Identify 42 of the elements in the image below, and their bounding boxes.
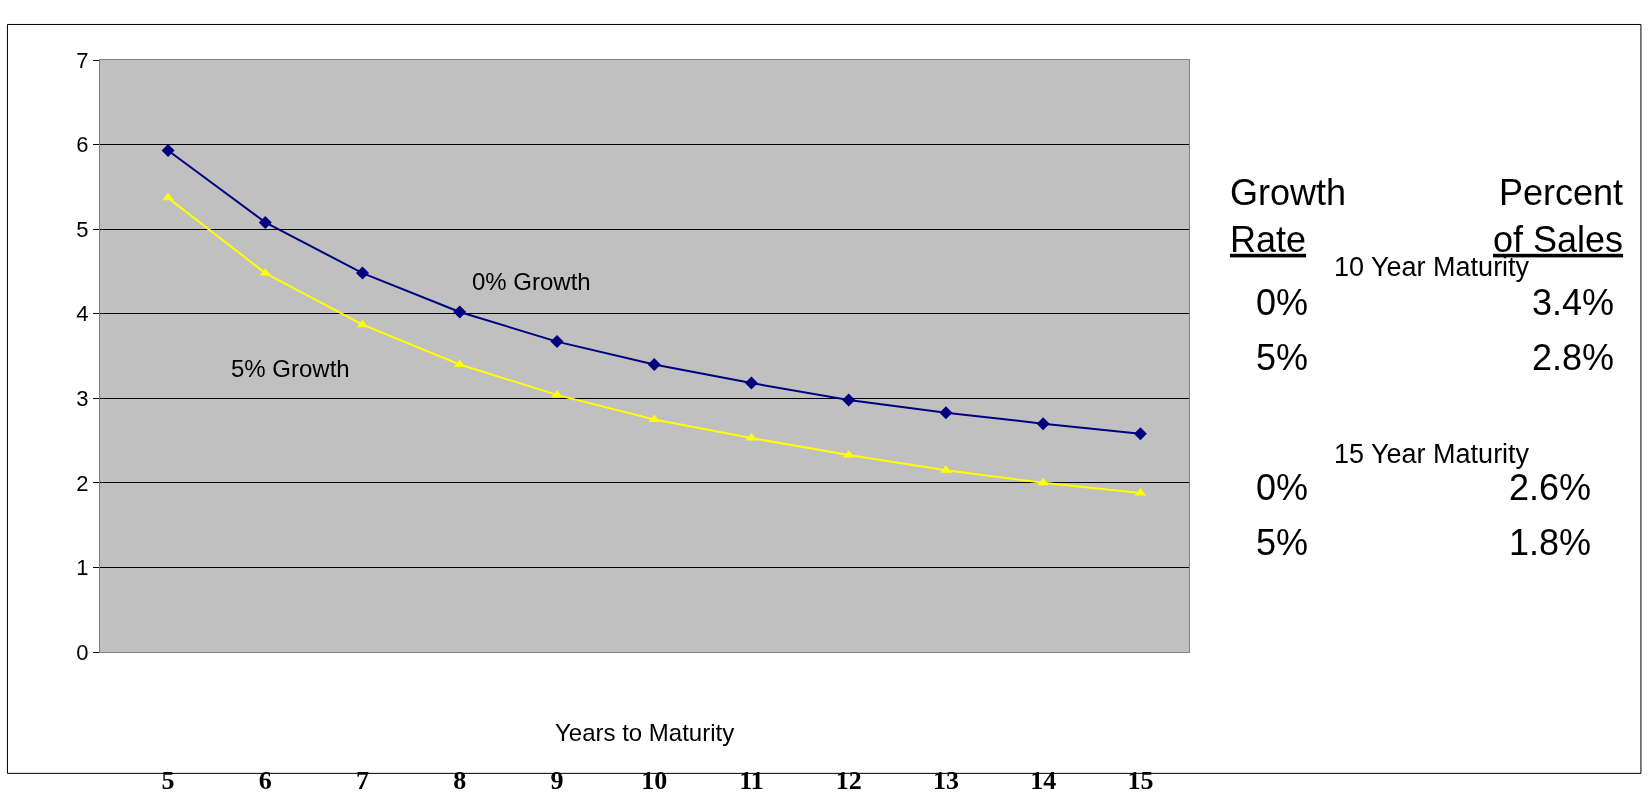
- y-tick-label: 1: [76, 555, 89, 581]
- x-tick-label: 15: [1127, 766, 1154, 796]
- text: 1.8%: [1509, 522, 1592, 563]
- point: [939, 406, 953, 420]
- point: [1036, 417, 1050, 431]
- y-tick-label: 4: [76, 301, 89, 327]
- x-tick-label: 14: [1030, 766, 1057, 796]
- text: 2.8%: [1532, 337, 1615, 378]
- series-label: 0% Growth: [472, 268, 591, 295]
- series-label: 5% Growth: [231, 355, 350, 382]
- x-tick-label: 12: [835, 766, 862, 796]
- point: [842, 393, 856, 407]
- text: 0%: [1256, 467, 1309, 508]
- point: [647, 357, 661, 371]
- y-tick-label: 5: [76, 216, 89, 242]
- point: [1133, 427, 1147, 441]
- point: [453, 305, 467, 319]
- x-axis-title: Years to Maturity: [555, 719, 735, 746]
- x-tick-label: 6: [258, 766, 272, 796]
- point: [162, 192, 174, 201]
- y-tick-label: 3: [76, 385, 89, 411]
- point: [258, 215, 272, 229]
- point: [550, 335, 564, 349]
- point: [744, 376, 758, 390]
- x-tick-label: 7: [356, 766, 370, 796]
- point: [356, 266, 370, 280]
- text: 0%: [1256, 282, 1309, 323]
- x-tick-label: 13: [932, 766, 959, 796]
- x-tick-label: 10: [641, 766, 668, 796]
- y-tick-label: 2: [76, 470, 89, 496]
- x-tick-label: 9: [550, 766, 564, 796]
- y-tick-label: 7: [76, 47, 89, 73]
- text: 15 Year Maturity: [1334, 439, 1530, 469]
- point: [161, 143, 175, 157]
- text: 5%: [1256, 522, 1309, 563]
- text: 3.4%: [1532, 282, 1615, 323]
- y-tick-label: 6: [76, 132, 89, 158]
- y-tick-label: 0: [76, 639, 89, 665]
- x-tick-label: 5: [161, 766, 175, 796]
- x-tick-label: 11: [739, 766, 764, 796]
- x-tick-label: 8: [453, 766, 467, 796]
- text: 5%: [1256, 337, 1309, 378]
